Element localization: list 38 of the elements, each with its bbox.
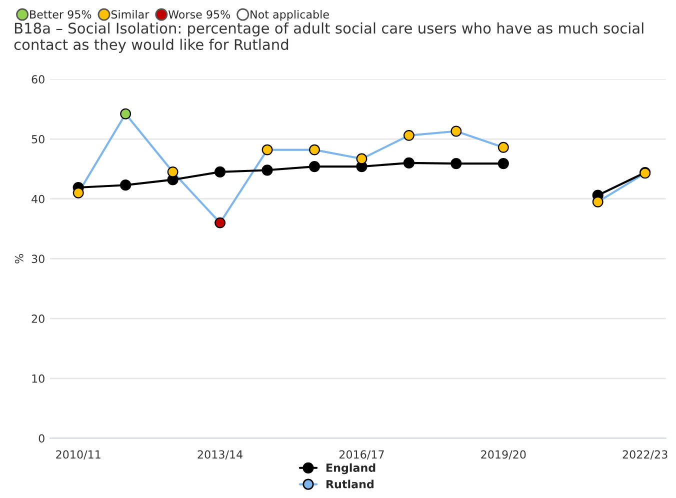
point bbox=[450, 126, 462, 137]
point bbox=[356, 153, 368, 164]
x-tick-label: 2016/17 bbox=[339, 450, 384, 460]
legend-label: Not applicable bbox=[250, 10, 329, 21]
point bbox=[120, 180, 132, 191]
legend-label: Worse 95% bbox=[168, 10, 230, 19]
point bbox=[308, 160, 320, 172]
x-tick-label: 2010/11 bbox=[56, 450, 100, 460]
y-tick-label: 20 bbox=[32, 314, 44, 323]
point bbox=[262, 164, 273, 176]
y-axis-title: % bbox=[14, 254, 24, 264]
point bbox=[498, 142, 509, 153]
legend-label: Better 95% bbox=[30, 10, 92, 19]
x-tick-label: 2019/20 bbox=[481, 450, 526, 460]
x-tick-label: 2022/23 bbox=[622, 450, 668, 460]
point bbox=[167, 166, 178, 178]
point bbox=[120, 108, 132, 120]
point bbox=[214, 166, 226, 178]
legend-label: Similar bbox=[111, 10, 150, 19]
x-tick-label: 2013/14 bbox=[198, 450, 242, 460]
y-tick-label: 60 bbox=[32, 75, 44, 84]
point bbox=[262, 144, 273, 156]
point bbox=[403, 130, 414, 141]
y-tick-label: 40 bbox=[32, 194, 44, 204]
y-tick-label: 50 bbox=[32, 135, 44, 144]
point bbox=[403, 157, 415, 169]
point bbox=[592, 196, 604, 208]
y-tick-label: 0 bbox=[38, 434, 44, 443]
point bbox=[72, 187, 84, 198]
point bbox=[214, 217, 226, 228]
point bbox=[498, 158, 509, 170]
legend-label: England bbox=[326, 463, 376, 474]
y-tick-label: 30 bbox=[32, 254, 44, 264]
chart-title: B18a – Social Isolation: percentage of adult social care users who have as much social contact as they would like for Rutland bbox=[14, 22, 644, 53]
legend-label: Rutland bbox=[326, 480, 374, 488]
point bbox=[309, 144, 320, 156]
point bbox=[450, 158, 462, 170]
y-tick-label: 10 bbox=[32, 374, 44, 383]
